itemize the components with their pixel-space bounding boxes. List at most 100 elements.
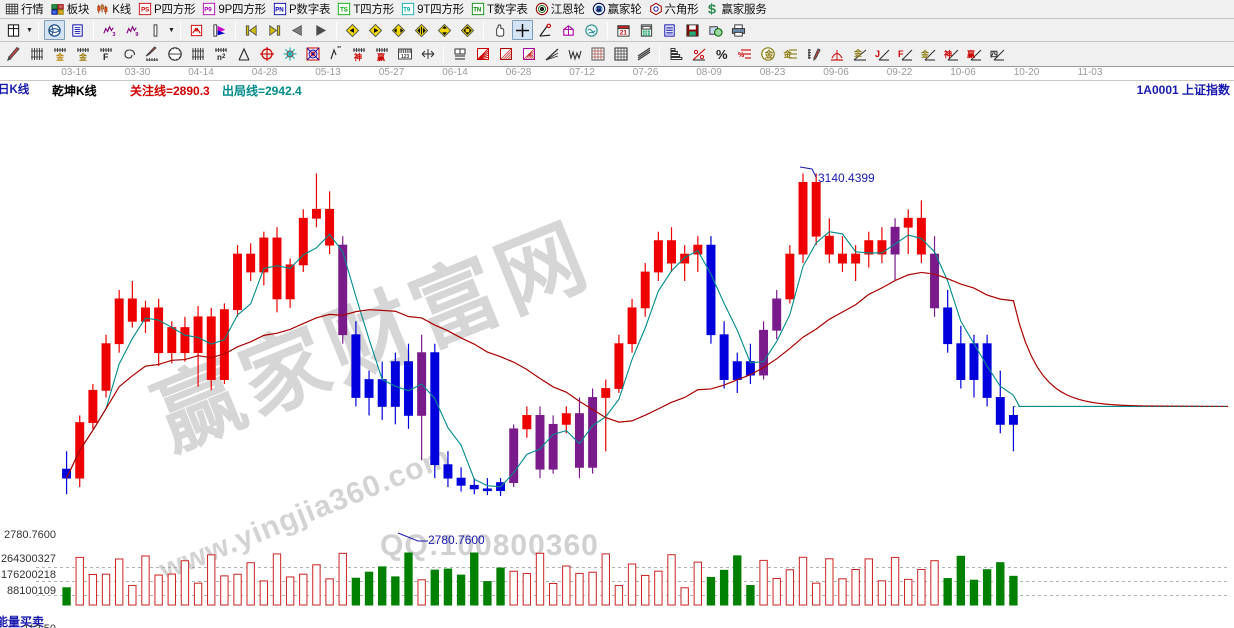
crosshair[interactable] xyxy=(512,20,533,40)
menu-item-1[interactable]: 板块 xyxy=(48,1,93,18)
menu-item-4[interactable]: P9 9P四方形 xyxy=(199,1,269,18)
toolbar-separator xyxy=(483,21,484,39)
gold-ratio-2[interactable]: 金 xyxy=(72,44,93,64)
percent-tool[interactable]: % xyxy=(711,44,732,64)
scroll-left[interactable] xyxy=(342,20,363,40)
zoom-horizontal[interactable] xyxy=(388,20,409,40)
gann-fan-grid[interactable] xyxy=(26,44,47,64)
next-page[interactable] xyxy=(310,20,331,40)
bar-ladder[interactable] xyxy=(665,44,686,64)
pen-red-line[interactable] xyxy=(803,44,824,64)
volume-plot[interactable] xyxy=(0,533,1234,611)
gold-ratio-1[interactable]: 金 xyxy=(49,44,70,64)
energy-indicator-plot[interactable]: 卖卖卖卖卖卖卖 xyxy=(0,623,1234,628)
fibonacci-f[interactable]: F xyxy=(95,44,116,64)
fan-box[interactable] xyxy=(518,44,539,64)
dollar-service-icon: S xyxy=(705,2,719,16)
percent-slope[interactable] xyxy=(688,44,709,64)
chevron-down-icon[interactable]: ▼ xyxy=(168,26,175,34)
chart-controls-toolbar: ▼ 3 9 ▼ 21 xyxy=(0,19,1234,42)
calendar[interactable]: 21 xyxy=(613,20,634,40)
gold-circle[interactable]: 金 xyxy=(757,44,778,64)
gold-slope[interactable]: 金 xyxy=(849,44,870,64)
indicator-3[interactable]: 3 xyxy=(99,20,120,40)
print[interactable] xyxy=(728,20,749,40)
hash-lines[interactable] xyxy=(187,44,208,64)
period-select[interactable] xyxy=(3,20,24,40)
menu-item-11[interactable]: 六角形 xyxy=(646,1,702,18)
wave-mark[interactable]: " xyxy=(325,44,346,64)
grid-square[interactable] xyxy=(587,44,608,64)
first-page[interactable] xyxy=(241,20,262,40)
svg-text:PN: PN xyxy=(275,7,284,14)
menu-item-5[interactable]: PN P数字表 xyxy=(270,1,333,18)
chart-canvas-area[interactable]: 03-16 03-30 04-14 04-28 05-13 05-27 06-14 06-28… xyxy=(0,67,1234,628)
color-chart[interactable] xyxy=(209,20,230,40)
ai-analysis[interactable] xyxy=(581,20,602,40)
price-candlestick-plot[interactable] xyxy=(0,135,1234,525)
j-slope[interactable]: J xyxy=(872,44,893,64)
f-slope[interactable]: F xyxy=(895,44,916,64)
globe-quote[interactable] xyxy=(44,20,65,40)
expand-horizontal[interactable] xyxy=(411,20,432,40)
scroll-right[interactable] xyxy=(365,20,386,40)
ruler-123[interactable]: 123 xyxy=(394,44,415,64)
gold-slope2[interactable]: 金 xyxy=(918,44,939,64)
menu-item-7[interactable]: T9 9T四方形 xyxy=(398,1,467,18)
fit-all[interactable] xyxy=(457,20,478,40)
pen-tool[interactable] xyxy=(3,44,24,64)
zoom-vertical[interactable] xyxy=(434,20,455,40)
spider-web[interactable] xyxy=(302,44,323,64)
menu-item-label: 9T四方形 xyxy=(417,4,464,16)
percent-lines[interactable]: % xyxy=(734,44,755,64)
spiral-tool[interactable] xyxy=(118,44,139,64)
star-burst[interactable] xyxy=(279,44,300,64)
menu-item-10[interactable]: 赢赢家轮 xyxy=(589,1,645,18)
target-cross[interactable] xyxy=(256,44,277,64)
draw-line[interactable] xyxy=(535,20,556,40)
ying-tool[interactable]: 赢 xyxy=(371,44,392,64)
menu-item-6[interactable]: TS T四方形 xyxy=(334,1,397,18)
calculator[interactable] xyxy=(636,20,657,40)
shen-slope[interactable]: 神 xyxy=(941,44,962,64)
pan-hand[interactable] xyxy=(489,20,510,40)
indicator-9[interactable]: 9 xyxy=(122,20,143,40)
menu-item-9[interactable]: 江恩轮 xyxy=(532,1,588,18)
table-box[interactable] xyxy=(449,44,470,64)
red-fan[interactable] xyxy=(472,44,493,64)
pen-measure[interactable] xyxy=(141,44,162,64)
si-slope[interactable]: 四 xyxy=(987,44,1008,64)
menu-item-0[interactable]: 行情 xyxy=(2,1,47,18)
menu-item-8[interactable]: TN T数字表 xyxy=(468,1,531,18)
angle-tool[interactable] xyxy=(233,44,254,64)
save-layout[interactable] xyxy=(682,20,703,40)
network-share[interactable] xyxy=(705,20,726,40)
notes[interactable] xyxy=(659,20,680,40)
gann-angle-red[interactable] xyxy=(826,44,847,64)
box-hatch[interactable] xyxy=(495,44,516,64)
pattern-tool[interactable] xyxy=(186,20,207,40)
zigzag-line[interactable] xyxy=(564,44,585,64)
gold-lines[interactable]: 金 xyxy=(780,44,801,64)
date-tick: 10-06 xyxy=(950,67,976,78)
slope-lines[interactable] xyxy=(541,44,562,64)
draw-shape[interactable] xyxy=(558,20,579,40)
report-view[interactable] xyxy=(67,20,88,40)
shen-tool[interactable]: 神 xyxy=(348,44,369,64)
parallel-channel[interactable] xyxy=(633,44,654,64)
grid-dark[interactable] xyxy=(610,44,631,64)
date-tick: 03-16 xyxy=(61,67,87,78)
prev-page[interactable] xyxy=(287,20,308,40)
date-tick: 11-03 xyxy=(1077,67,1103,78)
last-page[interactable] xyxy=(264,20,285,40)
circle-scale[interactable] xyxy=(164,44,185,64)
menu-item-3[interactable]: PS P四方形 xyxy=(135,1,198,18)
menu-item-12[interactable]: S 赢家服务 xyxy=(702,1,769,18)
measure-span[interactable] xyxy=(417,44,438,64)
chevron-down-icon[interactable]: ▼ xyxy=(26,26,33,34)
menu-item-2[interactable]: K线 xyxy=(93,1,134,18)
column-view[interactable] xyxy=(145,20,166,40)
svg-text:F: F xyxy=(103,52,109,62)
ying-slope[interactable]: 赢 xyxy=(964,44,985,64)
